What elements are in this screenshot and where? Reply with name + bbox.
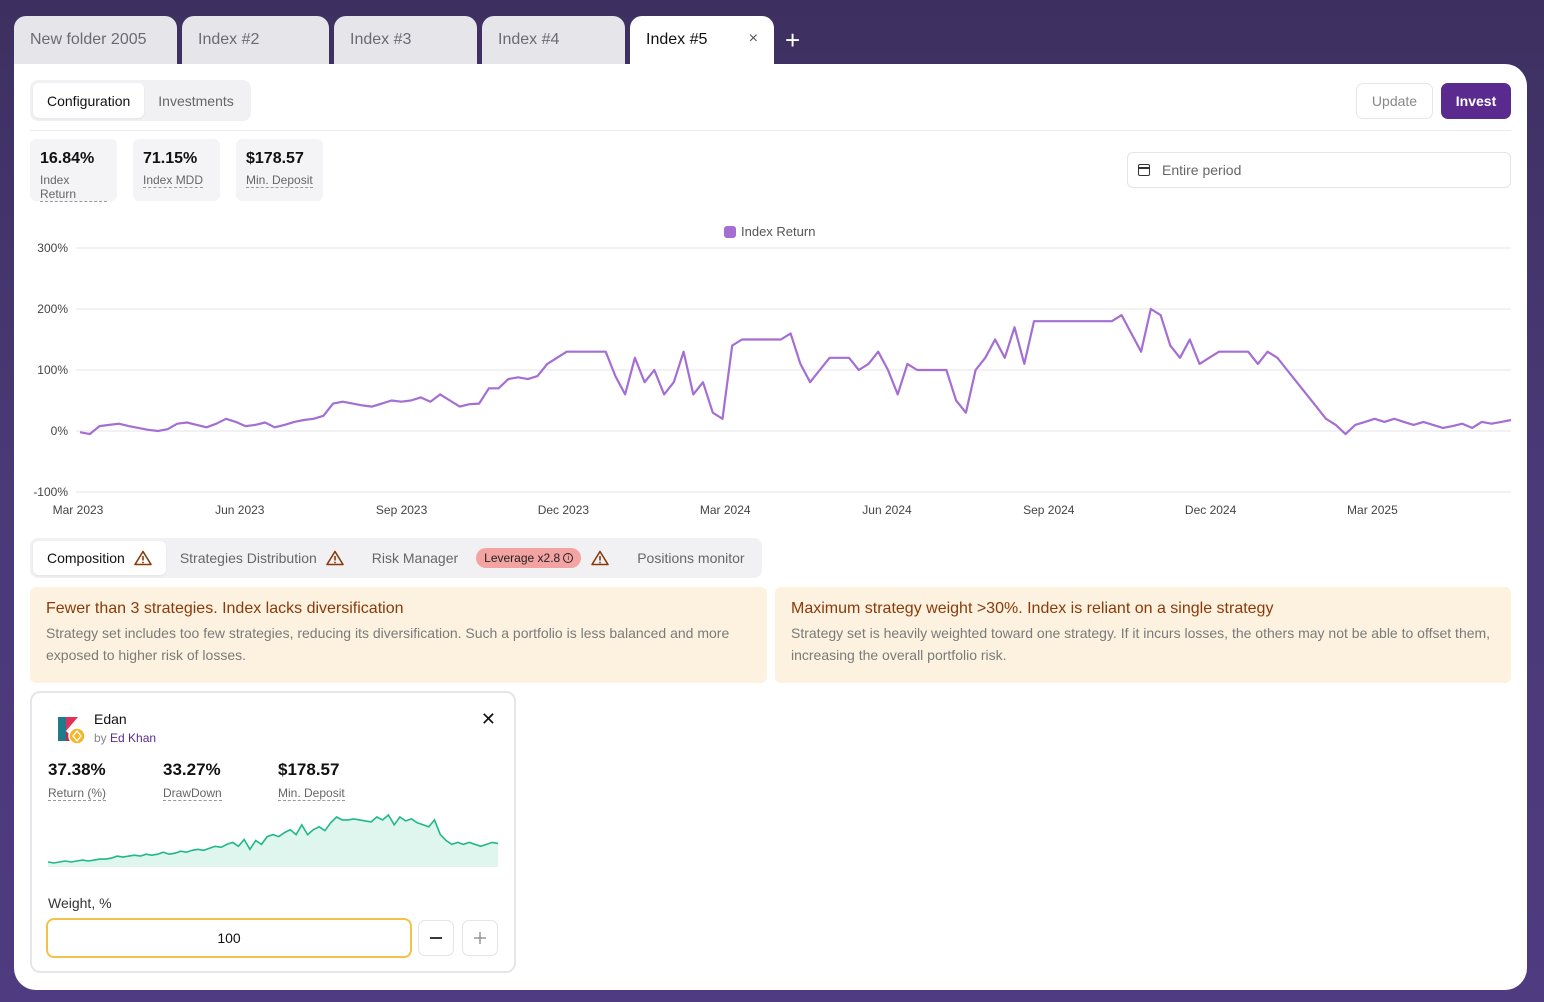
tab-label: Index #5 xyxy=(646,31,708,48)
tab-strategies-distribution[interactable]: Strategies Distribution xyxy=(166,541,358,575)
alert-text: Strategy set is heavily weighted toward … xyxy=(791,625,1491,663)
author-prefix: by xyxy=(94,731,107,745)
y-tick-label: -100% xyxy=(33,485,68,499)
strategy-return: 37.38% Return (%) xyxy=(48,760,107,802)
stat-value: 16.84% xyxy=(40,150,95,167)
alert-title: Maximum strategy weight >30%. Index is r… xyxy=(791,600,1274,617)
index-return-chart: Index Return 300% 200% 100% 0% -100% Mar 2023 J… xyxy=(33,224,1512,517)
tab-index-5[interactable]: Index #5 × xyxy=(630,16,774,64)
weight-label: Weight, % xyxy=(48,895,112,911)
minus-icon xyxy=(430,937,442,939)
tab-index-4[interactable]: Index #4 xyxy=(482,16,625,64)
update-button[interactable]: Update xyxy=(1356,83,1433,119)
y-tick-label: 200% xyxy=(37,302,68,316)
tab-positions-monitor[interactable]: Positions monitor xyxy=(637,550,745,566)
warning-icon xyxy=(591,550,610,566)
info-icon: i xyxy=(563,553,574,563)
add-tab-icon[interactable]: + xyxy=(785,24,801,55)
warning-icon xyxy=(134,550,152,566)
period-picker[interactable]: Entire period xyxy=(1127,152,1511,188)
stat-index-mdd: 71.15% Index MDD xyxy=(133,139,220,201)
x-tick-label: Jun 2024 xyxy=(862,503,912,517)
strategy-min-deposit: $178.57 Min. Deposit xyxy=(278,760,345,802)
x-tick-label: Sep 2023 xyxy=(376,503,428,517)
tab-index-3[interactable]: Index #3 xyxy=(334,16,477,64)
stat-value: $178.57 xyxy=(278,760,340,779)
stat-min-deposit: $178.57 Min. Deposit xyxy=(236,139,323,201)
tab-investments[interactable]: Investments xyxy=(158,92,234,109)
leverage-badge: Leverage x2.8 i xyxy=(476,548,582,568)
y-tick-label: 0% xyxy=(51,424,69,438)
tab-index-2[interactable]: Index #2 xyxy=(182,16,329,64)
stat-value: 71.15% xyxy=(143,150,198,167)
tab-label: Index #4 xyxy=(498,31,560,48)
config-tabs: Configuration Investments xyxy=(30,80,251,121)
tab-composition-label: Composition xyxy=(47,550,125,566)
divider xyxy=(30,130,1511,131)
strategy-drawdown: 33.27% DrawDown xyxy=(163,760,222,802)
sparkline-line xyxy=(48,813,498,864)
x-tick-label: Mar 2023 xyxy=(53,503,104,517)
tab-label: New folder 2005 xyxy=(30,31,147,48)
stat-label[interactable]: Index MDD xyxy=(143,173,204,188)
y-tick-label: 100% xyxy=(37,363,68,377)
stat-value: 33.27% xyxy=(163,760,221,779)
x-tick-label: Sep 2024 xyxy=(1023,503,1075,517)
alert-diversification: Fewer than 3 strategies. Index lacks div… xyxy=(30,587,767,683)
sparkline-area xyxy=(48,815,498,867)
leverage-label: Leverage x2.8 xyxy=(484,551,561,565)
legend-swatch xyxy=(724,226,736,238)
stat-label[interactable]: DrawDown xyxy=(163,786,222,801)
stat-value: $178.57 xyxy=(246,150,304,167)
tab-bar: New folder 2005 Index #2 Index #3 Index … xyxy=(14,16,800,64)
plus-icon xyxy=(474,932,486,944)
stat-value: 37.38% xyxy=(48,760,106,779)
increment-button[interactable] xyxy=(462,920,498,956)
y-tick-label: 300% xyxy=(37,241,68,255)
alert-title: Fewer than 3 strategies. Index lacks div… xyxy=(46,600,404,617)
weight-input[interactable] xyxy=(46,918,412,958)
tab-distribution-label: Strategies Distribution xyxy=(179,550,317,566)
series-line xyxy=(79,307,1512,436)
strategy-logo-icon xyxy=(58,717,86,745)
remove-strategy-icon[interactable]: ✕ xyxy=(480,709,496,729)
author-link[interactable]: Ed Khan xyxy=(110,731,157,745)
alert-text: Strategy set includes too few strategies… xyxy=(46,625,730,663)
x-tick-label: Mar 2025 xyxy=(1347,503,1398,517)
stat-label[interactable]: Min. Deposit xyxy=(246,173,313,188)
strategy-sparkline xyxy=(48,813,498,867)
tab-label: Index #3 xyxy=(350,31,412,48)
tab-risk-manager[interactable]: Risk Manager Leverage x2.8 i xyxy=(358,541,623,575)
main-panel: Configuration Investments Update Invest … xyxy=(14,64,1527,990)
calendar-icon xyxy=(1138,164,1150,176)
tab-label: Index #2 xyxy=(198,31,260,48)
x-tick-label: Dec 2023 xyxy=(538,503,590,517)
tab-risk-label: Risk Manager xyxy=(371,550,459,566)
legend-label: Index Return xyxy=(741,224,815,239)
stat-label[interactable]: Index Return xyxy=(40,173,107,202)
x-tick-label: Dec 2024 xyxy=(1185,503,1237,517)
strategy-card: Edan by Ed Khan ✕ 37.38% Return (%) 33.2… xyxy=(30,691,516,973)
decrement-button[interactable] xyxy=(418,920,454,956)
stat-label[interactable]: Return (%) xyxy=(48,786,107,801)
x-tick-label: Mar 2024 xyxy=(700,503,751,517)
strategy-name[interactable]: Edan xyxy=(94,711,127,727)
alert-max-weight: Maximum strategy weight >30%. Index is r… xyxy=(775,587,1511,683)
stat-index-return: 16.84% Index Return xyxy=(30,139,117,202)
invest-button[interactable]: Invest xyxy=(1441,83,1511,119)
analysis-tabs: Composition Strategies Distribution Risk… xyxy=(30,538,762,578)
tab-configuration[interactable]: Configuration xyxy=(33,83,145,118)
x-tick-label: Jun 2023 xyxy=(215,503,265,517)
tab-new-folder[interactable]: New folder 2005 xyxy=(14,16,177,64)
stat-label[interactable]: Min. Deposit xyxy=(278,786,345,801)
strategy-author: by Ed Khan xyxy=(94,731,156,745)
warning-icon xyxy=(325,550,344,566)
close-icon[interactable]: × xyxy=(748,30,758,47)
period-label: Entire period xyxy=(1162,162,1242,178)
tab-composition[interactable]: Composition xyxy=(33,541,166,575)
